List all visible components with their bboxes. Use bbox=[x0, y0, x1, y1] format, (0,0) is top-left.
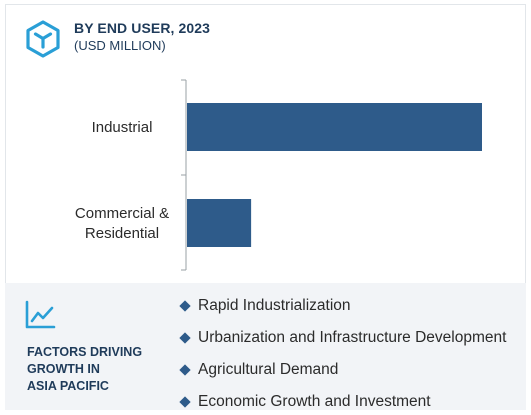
factor-label: Economic Growth and Investment bbox=[198, 393, 431, 410]
factor-label: Urbanization and Infrastructure Developm… bbox=[198, 329, 507, 346]
factor-list: Rapid Industrialization Urbanization and… bbox=[179, 290, 506, 415]
chart-subtitle: (USD MILLION) bbox=[74, 38, 166, 53]
diamond-bullet-icon bbox=[179, 396, 191, 408]
factor-item: Agricultural Demand bbox=[179, 354, 506, 386]
diamond-bullet-icon bbox=[179, 364, 191, 376]
factor-item: Rapid Industrialization bbox=[179, 290, 506, 322]
category-label: Industrial bbox=[92, 119, 153, 136]
diamond-bullet-icon bbox=[179, 300, 191, 312]
trend-line-icon bbox=[25, 300, 56, 329]
factors-heading: FACTORS DRIVING GROWTH IN ASIA PACIFIC bbox=[27, 345, 143, 393]
cube-hexagon-icon bbox=[26, 20, 60, 58]
bar-chart: Industrial Commercial & Residential bbox=[75, 79, 482, 271]
factor-label: Rapid Industrialization bbox=[198, 297, 351, 314]
factor-item: Economic Growth and Investment bbox=[179, 386, 506, 415]
bar bbox=[187, 199, 252, 247]
diamond-bullet-icon bbox=[179, 332, 191, 344]
chart-title: BY END USER, 2023 bbox=[74, 20, 211, 36]
factor-item: Urbanization and Infrastructure Developm… bbox=[179, 322, 506, 354]
factor-label: Agricultural Demand bbox=[198, 361, 339, 378]
category-label: Commercial & Residential bbox=[75, 205, 169, 242]
factors-panel: FACTORS DRIVING GROWTH IN ASIA PACIFIC R… bbox=[5, 283, 526, 410]
bar bbox=[187, 103, 482, 151]
